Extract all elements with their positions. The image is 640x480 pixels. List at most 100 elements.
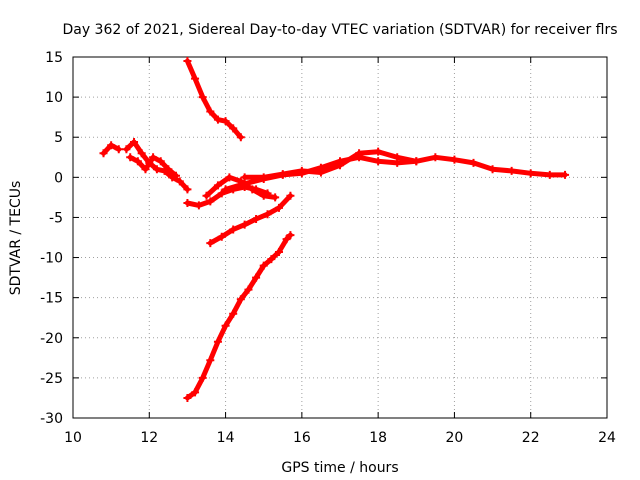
data-point xyxy=(198,373,207,382)
data-point xyxy=(236,295,245,304)
data-point xyxy=(206,107,215,116)
axis-ticks: 10 12 14 16 18 20 22 24 -30 -25 -20 -15 -10 -5 0 5 10 15 xyxy=(40,50,616,446)
data-point xyxy=(229,225,238,234)
y-tick-label: 15 xyxy=(45,50,63,66)
data-point xyxy=(198,93,207,102)
data-point xyxy=(152,165,161,174)
series-line xyxy=(207,193,293,246)
data-point xyxy=(252,215,261,224)
data-point xyxy=(274,203,283,212)
data-point xyxy=(374,157,383,166)
data-point xyxy=(217,189,226,198)
data-point xyxy=(213,337,222,346)
data-point xyxy=(488,165,497,174)
data-point xyxy=(286,231,295,240)
data-point xyxy=(107,141,116,150)
data-point xyxy=(126,153,135,162)
x-tick-label: 20 xyxy=(446,430,464,446)
series-arc-long-b xyxy=(240,147,421,182)
data-point xyxy=(206,356,215,365)
data-series xyxy=(99,57,570,402)
data-point xyxy=(202,191,211,200)
data-point xyxy=(374,147,383,156)
data-point xyxy=(191,388,200,397)
data-point xyxy=(191,74,200,83)
y-tick-label: 5 xyxy=(54,130,63,146)
data-point xyxy=(183,57,192,66)
data-point xyxy=(526,169,535,178)
data-point xyxy=(229,309,238,318)
data-point xyxy=(141,165,150,174)
data-point xyxy=(286,191,295,200)
y-tick-label: 0 xyxy=(54,170,63,186)
y-tick-label: -5 xyxy=(49,210,63,226)
series-arc-lower-mid xyxy=(206,191,295,248)
data-point xyxy=(164,165,173,174)
series-arc-mid-left-b xyxy=(126,153,180,180)
series-line xyxy=(184,58,244,140)
data-point xyxy=(431,153,440,162)
x-tick-label: 18 xyxy=(369,430,387,446)
y-tick-label: -15 xyxy=(40,291,63,307)
y-axis-label: SDTVAR / TECUs xyxy=(8,181,24,296)
series-arc-upper xyxy=(183,57,245,142)
data-point xyxy=(206,197,215,206)
data-point xyxy=(217,232,226,241)
data-point xyxy=(248,185,257,194)
data-point xyxy=(133,157,142,166)
data-point xyxy=(274,247,283,256)
data-point xyxy=(175,177,184,186)
data-point xyxy=(545,170,554,179)
data-point xyxy=(263,210,272,219)
data-point xyxy=(213,115,222,124)
data-point xyxy=(244,285,253,294)
data-point xyxy=(183,393,192,402)
data-point xyxy=(130,138,139,147)
data-point xyxy=(240,173,249,182)
data-point xyxy=(259,173,268,182)
series-line xyxy=(242,149,419,180)
data-point xyxy=(206,239,215,248)
series-arc-cross xyxy=(202,173,280,202)
data-point xyxy=(171,171,180,180)
series-arc-lower xyxy=(183,231,295,402)
data-point xyxy=(213,181,222,190)
y-tick-label: -20 xyxy=(40,331,63,347)
x-tick-label: 14 xyxy=(217,430,235,446)
x-tick-label: 22 xyxy=(522,430,540,446)
y-tick-label: -25 xyxy=(40,371,63,387)
y-tick-label: 10 xyxy=(45,90,63,106)
chart-title: Day 362 of 2021, Sidereal Day-to-day VTE… xyxy=(62,22,617,38)
x-tick-label: 12 xyxy=(140,430,158,446)
data-point xyxy=(229,124,238,133)
data-point xyxy=(114,145,123,154)
data-point xyxy=(336,161,344,170)
data-point xyxy=(259,191,268,200)
data-point xyxy=(450,155,459,164)
data-point xyxy=(99,149,108,158)
data-point xyxy=(252,273,261,282)
y-tick-label: -30 xyxy=(40,411,63,427)
data-point xyxy=(149,153,158,162)
data-point xyxy=(469,158,478,167)
data-point xyxy=(194,201,203,210)
x-tick-label: 10 xyxy=(64,430,82,446)
data-point xyxy=(507,166,516,175)
x-axis-label: GPS time / hours xyxy=(281,460,398,476)
grid-lines xyxy=(73,57,607,418)
data-point xyxy=(221,117,230,126)
data-point xyxy=(240,220,249,229)
data-point xyxy=(259,261,268,270)
data-point xyxy=(221,321,230,330)
data-point xyxy=(412,157,421,166)
data-point xyxy=(355,149,364,158)
data-point xyxy=(297,166,306,175)
data-point xyxy=(183,185,192,194)
data-point xyxy=(271,193,280,202)
data-point xyxy=(225,173,234,182)
data-point xyxy=(282,235,291,244)
data-point xyxy=(221,185,230,194)
x-tick-label: 24 xyxy=(598,430,616,446)
